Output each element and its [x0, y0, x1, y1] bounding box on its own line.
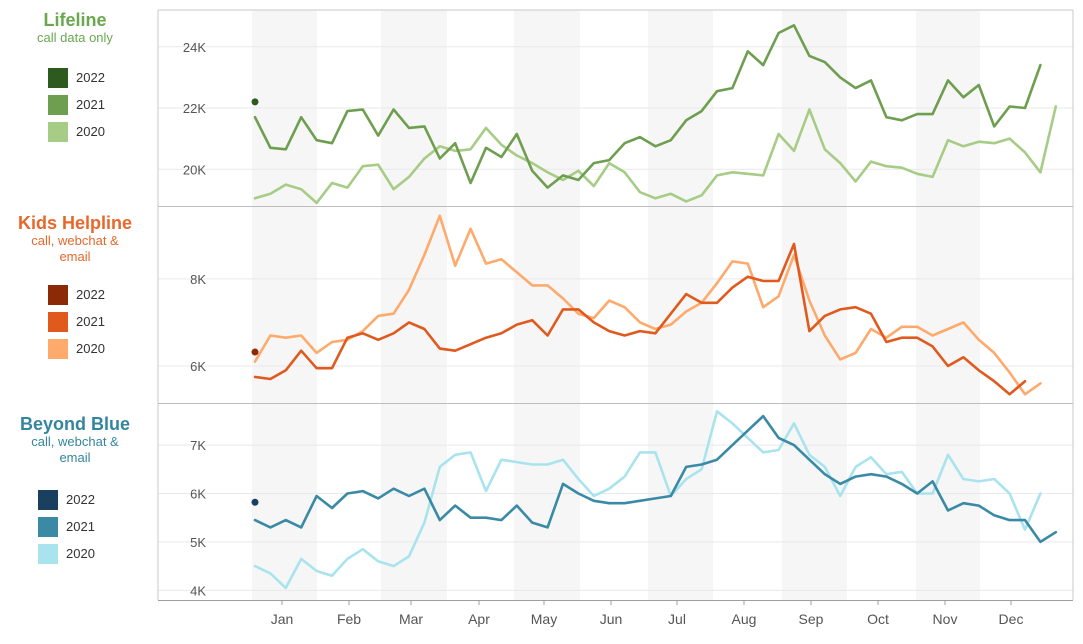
- legend-swatch: [48, 338, 68, 359]
- kids-title: Kids Helpline: [17, 213, 133, 233]
- series-line-2020: [253, 105, 1058, 205]
- legend-swatch: [38, 489, 58, 510]
- legend-item: 2021: [38, 513, 95, 540]
- y-tick-label: 6K: [190, 487, 206, 502]
- y-tick-label: 20K: [183, 162, 206, 177]
- y-tick-label: 8K: [190, 272, 206, 287]
- x-tick-label: Oct: [867, 611, 889, 627]
- legend-label: 2022: [76, 287, 105, 302]
- x-tick-label: Feb: [337, 611, 361, 627]
- legend-swatch: [38, 516, 58, 537]
- legend-label: 2020: [76, 124, 105, 139]
- x-tick-label: Sep: [799, 611, 824, 627]
- lifeline-subtitle: call data only: [37, 30, 113, 45]
- series-line-2021: [253, 242, 1027, 396]
- x-tick-label: Jun: [600, 611, 623, 627]
- legend-item: 2021: [48, 308, 105, 335]
- series-point-2022: [251, 348, 259, 356]
- legend-label: 2021: [66, 519, 95, 534]
- legend-swatch: [48, 311, 68, 332]
- legend-label: 2020: [76, 341, 105, 356]
- legend-item: 2020: [48, 118, 105, 145]
- month-band: [782, 10, 847, 600]
- lifeline-title: Lifeline: [43, 10, 107, 30]
- y-tick-label: 4K: [190, 583, 206, 598]
- beyond-title-block: Beyond Blue call, webchat & email: [0, 414, 150, 466]
- legend-label: 2021: [76, 97, 105, 112]
- legend-label: 2020: [66, 546, 95, 561]
- legend-label: 2022: [76, 70, 105, 85]
- series-line-2021: [253, 414, 1058, 544]
- kids-title-block: Kids Helpline call, webchat & email: [0, 213, 150, 265]
- x-tick-label: Jan: [271, 611, 294, 627]
- month-band: [252, 10, 317, 600]
- x-tick-label: Jul: [668, 611, 686, 627]
- beyond-title: Beyond Blue: [19, 414, 130, 434]
- legend-item: 2021: [48, 91, 105, 118]
- x-tick-label: Dec: [999, 611, 1024, 627]
- x-tick-label: Apr: [468, 611, 490, 627]
- y-tick-label: 6K: [190, 359, 206, 374]
- series-point-2022: [251, 498, 259, 506]
- legend-swatch: [48, 67, 68, 88]
- month-band: [648, 10, 713, 600]
- lifeline-legend: 2022 2021 2020: [48, 64, 105, 145]
- month-band: [381, 10, 447, 600]
- legend-item: 2022: [38, 486, 95, 513]
- legend-swatch: [48, 121, 68, 142]
- y-tick-label: 22K: [183, 101, 206, 116]
- legend-item: 2020: [38, 540, 95, 567]
- series-line-2021: [253, 23, 1042, 189]
- legend-swatch: [48, 94, 68, 115]
- legend-label: 2021: [76, 314, 105, 329]
- legend-label: 2022: [66, 492, 95, 507]
- legend-item: 2022: [48, 64, 105, 91]
- y-tick-label: 5K: [190, 535, 206, 550]
- x-tick-label: Nov: [933, 611, 958, 627]
- series-line-2020: [253, 214, 1042, 396]
- kids-subtitle: call, webchat & email: [31, 233, 119, 264]
- x-tick-label: Aug: [732, 611, 757, 627]
- legend-swatch: [38, 543, 58, 564]
- lifeline-title-block: Lifeline call data only: [0, 10, 150, 46]
- y-tick-label: 7K: [190, 438, 206, 453]
- legend-swatch: [48, 284, 68, 305]
- series-line-2020: [253, 409, 1042, 590]
- series-point-2022: [251, 98, 259, 106]
- beyond-legend: 2022 2021 2020: [38, 486, 95, 567]
- beyond-subtitle: call, webchat & email: [31, 434, 119, 465]
- x-tick-label: May: [531, 611, 557, 627]
- y-tick-label: 24K: [183, 40, 206, 55]
- legend-item: 2020: [48, 335, 105, 362]
- kids-legend: 2022 2021 2020: [48, 281, 105, 362]
- legend-item: 2022: [48, 281, 105, 308]
- x-tick-label: Mar: [399, 611, 423, 627]
